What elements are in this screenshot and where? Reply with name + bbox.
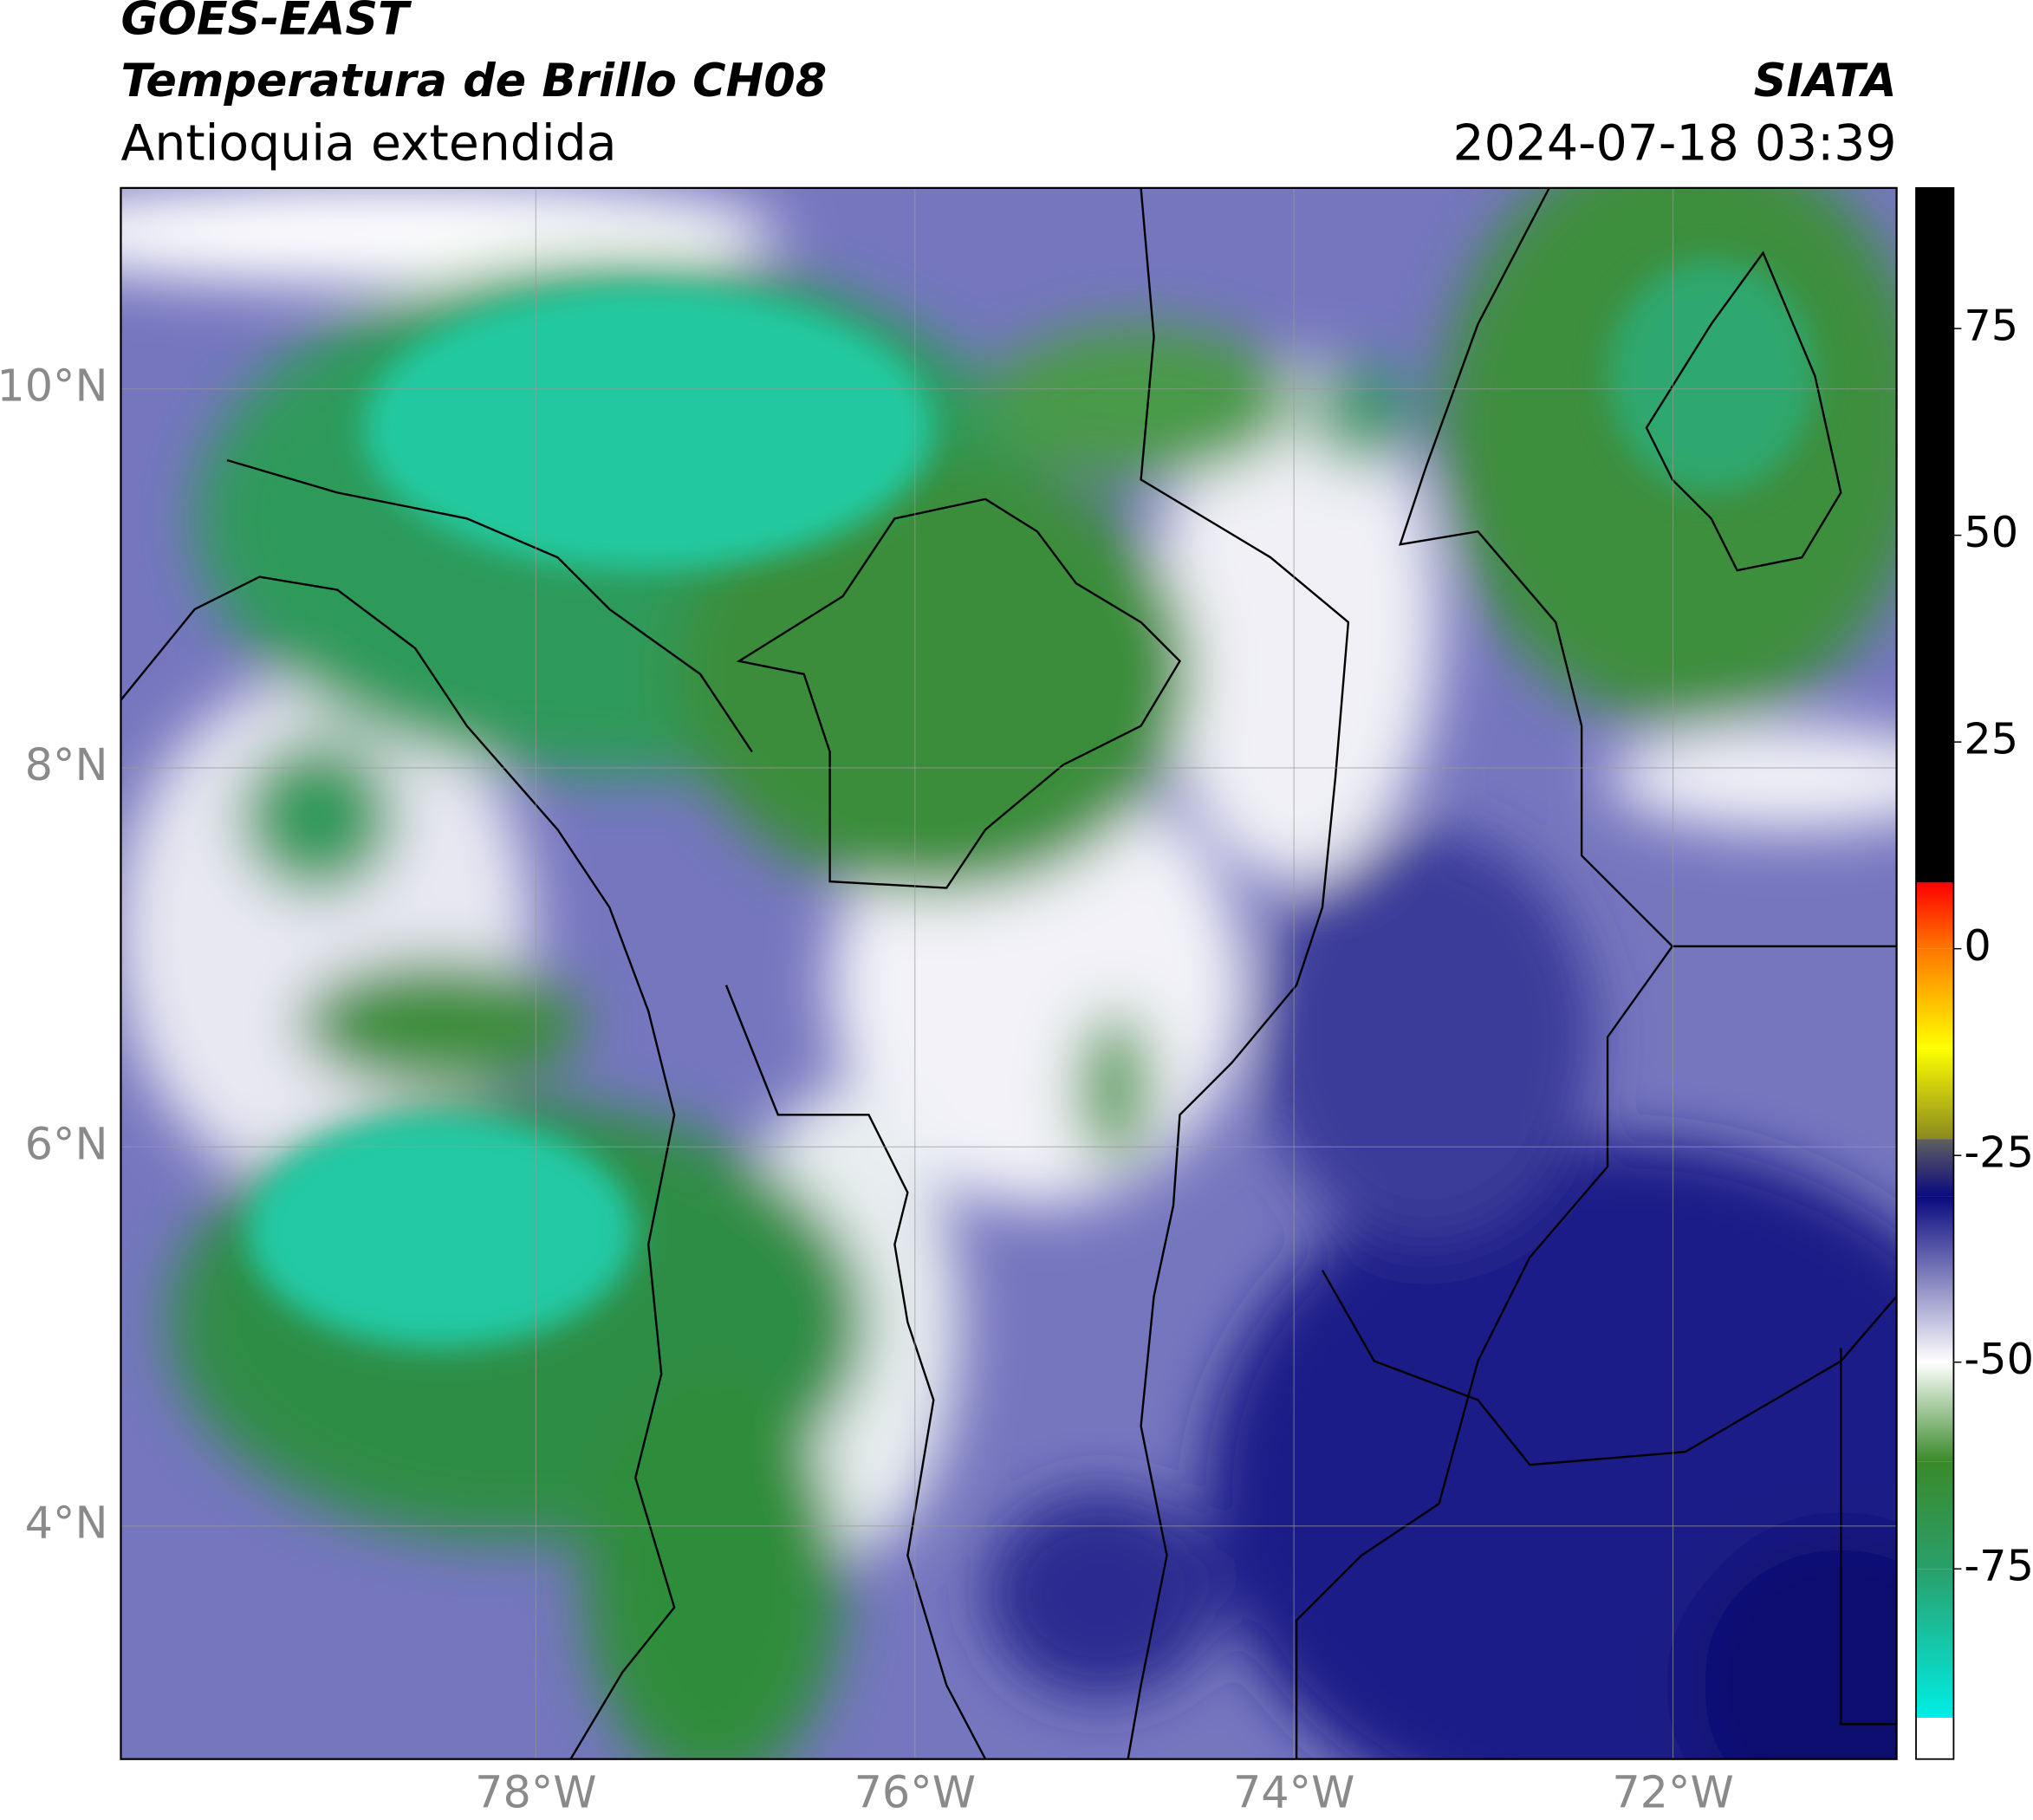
y-tick-label: 10°N [0, 361, 107, 412]
timestamp: 2024-07-18 03:39 [1453, 115, 1897, 172]
x-tick-label: 76°W [854, 1767, 976, 1818]
grid: 78°W 76°W 74°W 72°W 10°N 8°N 6°N 4°N [0, 187, 1897, 1818]
colorbar-tick-label: -50 [1964, 1334, 2033, 1384]
y-tick-label: 4°N [25, 1498, 108, 1549]
colorbar-segment [1916, 1461, 1954, 1570]
title: GOES-EAST [120, 0, 412, 45]
colorbar-segment [1916, 187, 1954, 883]
source: SIATA [1754, 55, 1897, 107]
colorbar-tick-label: -25 [1964, 1128, 2033, 1178]
colorbar-segment [1916, 1362, 1954, 1462]
colorbar-segment [1916, 882, 1954, 949]
borders [120, 187, 1897, 1759]
satellite-image [120, 187, 1897, 1759]
colorbar-frame [1915, 186, 1955, 1760]
colorbar-tick-label: 0 [1964, 920, 1991, 971]
x-tick-label: 74°W [1233, 1767, 1354, 1818]
colorbar-segment [1916, 1717, 1954, 1759]
colorbar-segment [1916, 1048, 1954, 1140]
colorbar-segment [1916, 948, 1954, 1049]
colorbar-segment [1916, 1569, 1954, 1718]
colorbar-tick-label: 75 [1964, 301, 2018, 351]
colorbar-tick-label: -75 [1964, 1541, 2033, 1591]
x-tick-label: 72°W [1612, 1767, 1733, 1818]
colorbar-tick-label: 25 [1964, 714, 2018, 764]
y-tick-label: 6°N [25, 1118, 108, 1169]
map-frame [120, 186, 1898, 1760]
colorbar-segment [1916, 1196, 1954, 1362]
subtitle: Temperatura de Brillo CH08 [120, 55, 827, 107]
colorbar-tick-label: 50 [1964, 507, 2018, 557]
x-tick-label: 78°W [475, 1767, 596, 1818]
y-tick-label: 8°N [25, 739, 108, 790]
region: Antioquia extendida [120, 115, 616, 172]
colorbar-segment [1916, 1139, 1954, 1197]
colorbar: 75 50 25 0 -25 -50 -75 [1916, 187, 2033, 1759]
